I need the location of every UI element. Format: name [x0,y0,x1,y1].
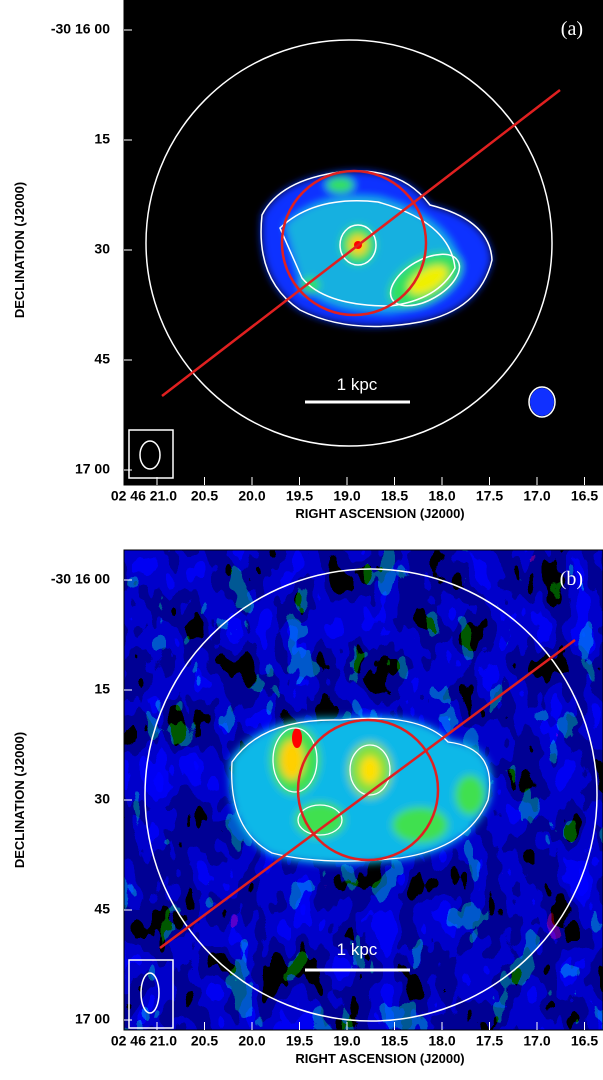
panel-label: (a) [561,18,583,40]
x-tick-label: 19.5 [286,488,313,504]
x-tick-label: 16.5 [571,488,598,504]
panel-label: (b) [560,568,583,590]
x-tick-label: 18.5 [381,488,408,504]
y-tick-label: -30 16 00 [51,21,110,37]
x-axis-title: RIGHT ASCENSION (J2000) [295,1051,464,1066]
x-tick-label: 20.0 [238,1033,265,1049]
panel-a-frame [123,0,603,486]
y-tick-label: 45 [94,901,110,917]
panel-b-frame [123,549,603,1031]
x-tick-label: 19.5 [286,1033,313,1049]
x-tick-label: 02 46 21.0 [111,488,177,504]
x-tick-label: 02 46 21.0 [111,1033,177,1049]
x-tick-label: 20.5 [191,488,218,504]
x-axis-title: RIGHT ASCENSION (J2000) [295,506,464,521]
x-tick-label: 19.0 [333,1033,360,1049]
scalebar-label: 1 kpc [337,940,378,959]
y-tick-label: 30 [94,791,110,807]
y-tick-label: 30 [94,241,110,257]
x-tick-label: 18.5 [381,1033,408,1049]
y-tick-label: -30 16 00 [51,571,110,587]
y-tick-label: 17 00 [75,1011,110,1027]
x-tick-label: 18.0 [428,488,455,504]
x-tick-label: 18.0 [428,1033,455,1049]
panel-b-image [124,550,603,1030]
x-tick-label: 19.0 [333,488,360,504]
y-tick-label: 45 [94,351,110,367]
y-tick-label: 17 00 [75,461,110,477]
y-tick-label: 15 [94,681,110,697]
x-tick-label: 16.5 [571,1033,598,1049]
x-tick-label: 17.5 [476,488,503,504]
y-tick-label: 15 [94,131,110,147]
x-tick-label: 17.5 [476,1033,503,1049]
scalebar-label: 1 kpc [337,375,378,394]
y-axis-title: DECLINATION (J2000) [12,182,27,318]
panel-a-image [124,0,603,485]
x-tick-label: 20.0 [238,488,265,504]
y-axis-title: DECLINATION (J2000) [12,732,27,868]
x-tick-label: 17.0 [523,488,550,504]
x-tick-label: 20.5 [191,1033,218,1049]
x-tick-label: 17.0 [523,1033,550,1049]
